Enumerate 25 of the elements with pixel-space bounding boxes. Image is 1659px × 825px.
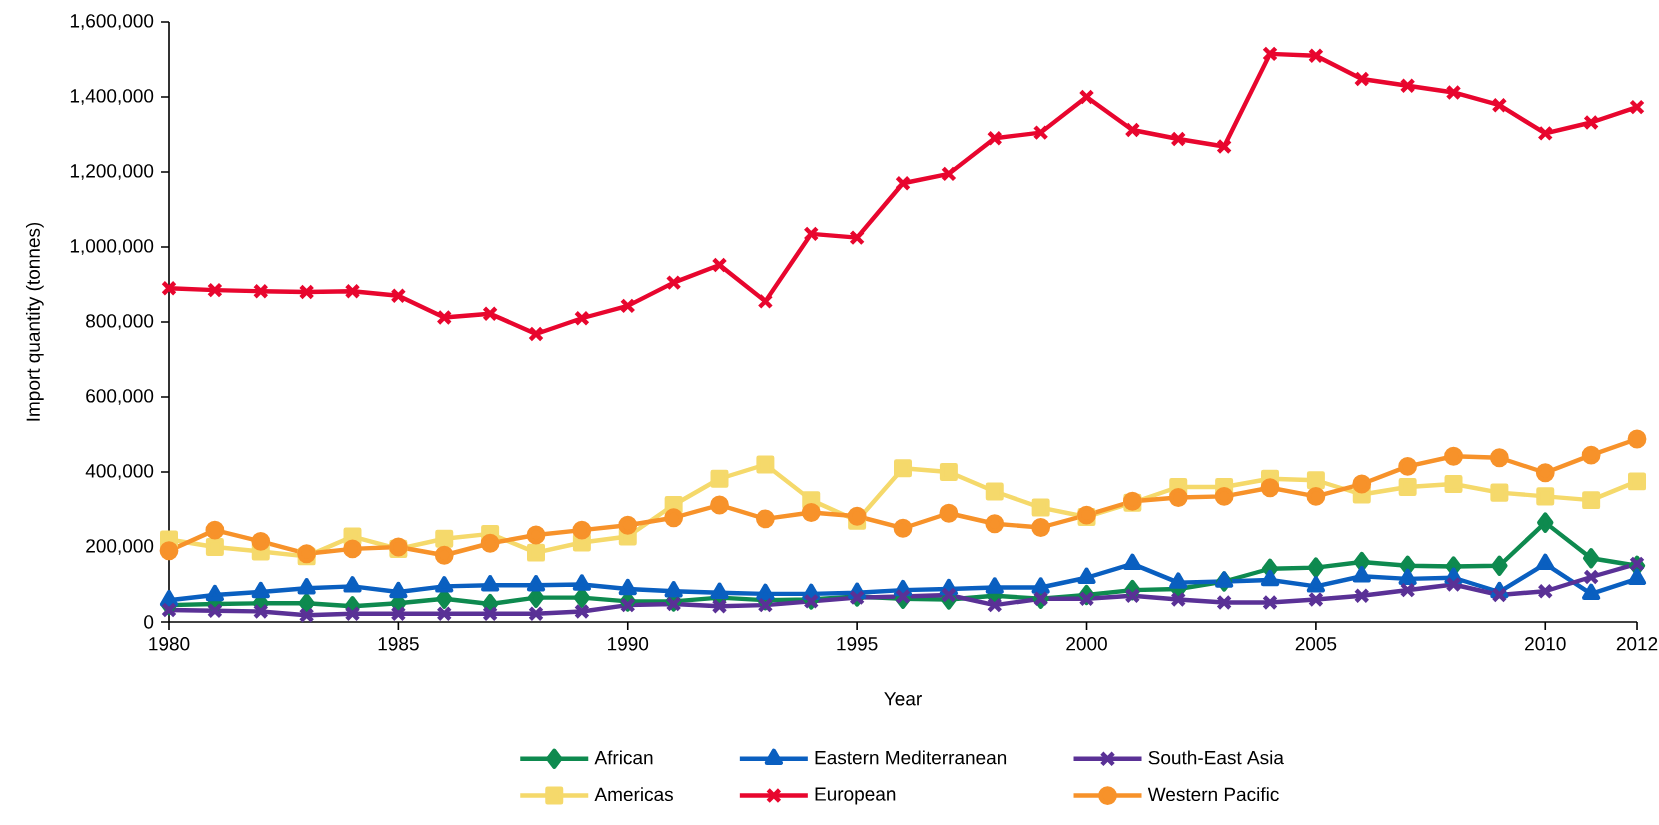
x-tick-label: 1980: [149, 637, 190, 651]
y-tick-label: 400,000: [85, 464, 154, 480]
legend-label: Western Pacific: [1147, 787, 1279, 802]
y-tick-label: 1,600,000: [70, 14, 154, 30]
x-tick-label: 2012: [1616, 637, 1658, 651]
y-tick-label: 1,200,000: [70, 164, 154, 180]
x-tick-label: 1995: [837, 637, 878, 651]
y-tick-label: 1,000,000: [70, 239, 154, 255]
legend-label: Americas: [594, 787, 673, 802]
legend-label: South-East Asia: [1148, 750, 1284, 765]
legend-label: Eastern Mediterranean: [815, 750, 1007, 765]
y-tick-label: 0: [144, 615, 154, 629]
x-tick-label: 2000: [1066, 637, 1107, 651]
y-tick-label: 200,000: [86, 539, 154, 555]
x-tick-label: 2010: [1525, 637, 1566, 651]
y-tick-label: 800,000: [86, 314, 154, 330]
x-tick-label: 2005: [1295, 637, 1337, 651]
y-tick-label: 1,400,000: [70, 89, 154, 105]
legend-label: European: [815, 787, 896, 805]
y-tick-label: 600,000: [86, 389, 154, 405]
y-axis-title: Import quantity (tonnes): [25, 222, 44, 421]
x-tick-label: 1985: [378, 637, 419, 651]
x-tick-label: 1990: [608, 637, 649, 651]
legend-label: African: [594, 750, 653, 765]
x-axis-title: Year: [884, 692, 922, 706]
